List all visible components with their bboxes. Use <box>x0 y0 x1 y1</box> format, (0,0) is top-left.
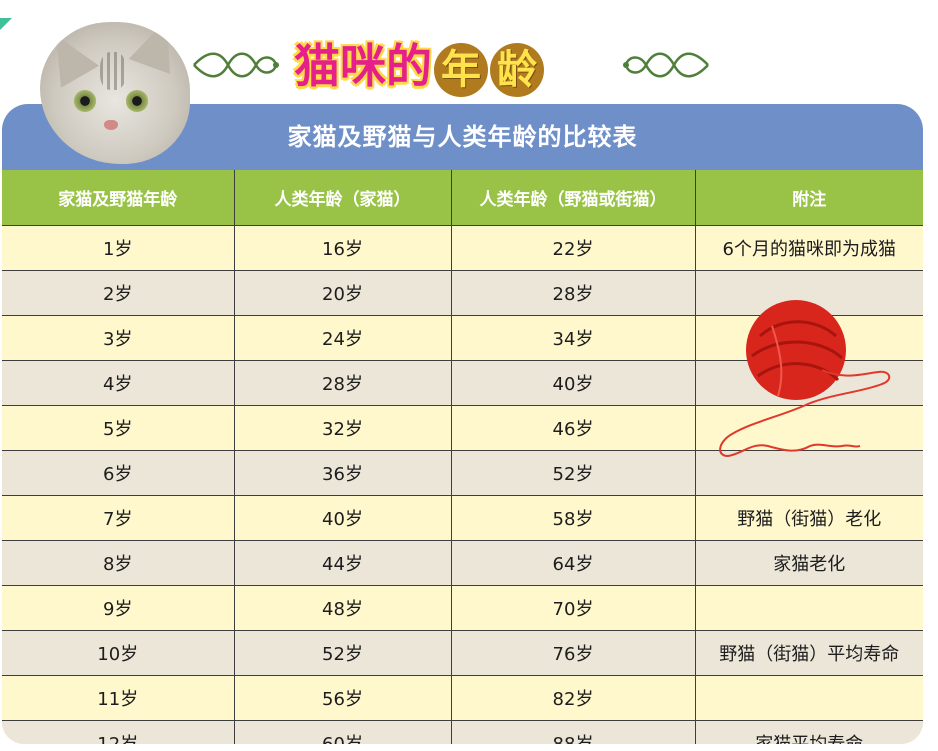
cell-human-age-stray: 64岁 <box>451 540 696 586</box>
age-comparison-table: 家猫及野猫年龄 人类年龄（家猫） 人类年龄（野猫或街猫） 附注 1岁 16岁 2… <box>2 170 923 744</box>
corner-leaf-decoration <box>0 18 12 30</box>
age-comparison-table-card: 家猫及野猫与人类年龄的比较表 家猫及野猫年龄 人类年龄（家猫） 人类年龄（野猫或… <box>2 104 923 744</box>
cell-note: 野猫（街猫）老化 <box>695 495 923 541</box>
cell-cat-age: 11岁 <box>2 675 235 721</box>
table-row: 4岁 28岁 40岁 <box>2 360 923 406</box>
cell-cat-age: 10岁 <box>2 630 235 676</box>
cell-cat-age: 9岁 <box>2 585 235 631</box>
table-row: 9岁 48岁 70岁 <box>2 585 923 631</box>
cell-human-age-stray: 70岁 <box>451 585 696 631</box>
ornament-flourish-icon <box>193 52 279 78</box>
cell-human-age-stray: 34岁 <box>451 315 696 361</box>
cell-note: 野猫（街猫）平均寿命 <box>695 630 923 676</box>
cell-cat-age: 8岁 <box>2 540 235 586</box>
title-prefix: 猫咪的 <box>294 39 432 93</box>
cell-human-age-house: 52岁 <box>234 630 452 676</box>
cat-forehead-stripes <box>100 52 126 90</box>
table-row: 5岁 32岁 46岁 <box>2 405 923 451</box>
cell-human-age-stray: 40岁 <box>451 360 696 406</box>
cell-cat-age: 3岁 <box>2 315 235 361</box>
column-header-human-age-house-cat: 人类年龄（家猫） <box>234 170 452 226</box>
cell-note <box>695 405 923 451</box>
cell-note <box>695 585 923 631</box>
cell-human-age-house: 56岁 <box>234 675 452 721</box>
cell-note: 家猫老化 <box>695 540 923 586</box>
table-row: 7岁 40岁 58岁 野猫（街猫）老化 <box>2 495 923 541</box>
cell-human-age-stray: 22岁 <box>451 225 696 271</box>
cell-cat-age: 5岁 <box>2 405 235 451</box>
cell-human-age-house: 60岁 <box>234 720 452 744</box>
cell-human-age-house: 36岁 <box>234 450 452 496</box>
table-row: 6岁 36岁 52岁 <box>2 450 923 496</box>
cell-cat-age: 7岁 <box>2 495 235 541</box>
table-row: 3岁 24岁 34岁 <box>2 315 923 361</box>
title-char-circle-1: 年 <box>434 42 488 97</box>
cell-note <box>695 360 923 406</box>
cell-cat-age: 2岁 <box>2 270 235 316</box>
cell-human-age-house: 48岁 <box>234 585 452 631</box>
cell-human-age-stray: 58岁 <box>451 495 696 541</box>
cat-nose <box>104 120 118 130</box>
cell-cat-age: 4岁 <box>2 360 235 406</box>
table-header-row: 家猫及野猫年龄 人类年龄（家猫） 人类年龄（野猫或街猫） 附注 <box>2 170 923 226</box>
cell-human-age-house: 16岁 <box>234 225 452 271</box>
cell-note: 家猫平均寿命 <box>695 720 923 744</box>
column-header-notes: 附注 <box>695 170 923 226</box>
title-char-circle-2: 龄 <box>490 42 544 97</box>
table-row: 2岁 20岁 28岁 <box>2 270 923 316</box>
cell-human-age-house: 32岁 <box>234 405 452 451</box>
cat-ear-right <box>128 22 188 75</box>
ornament-flourish-icon <box>623 52 709 78</box>
table-row: 1岁 16岁 22岁 6个月的猫咪即为成猫 <box>2 225 923 271</box>
cell-human-age-stray: 82岁 <box>451 675 696 721</box>
cat-ear-left <box>40 24 100 88</box>
page-title: 猫咪的年龄 <box>294 34 544 98</box>
table-row: 8岁 44岁 64岁 家猫老化 <box>2 540 923 586</box>
cell-human-age-stray: 52岁 <box>451 450 696 496</box>
cell-note <box>695 675 923 721</box>
cell-cat-age: 6岁 <box>2 450 235 496</box>
cell-human-age-stray: 88岁 <box>451 720 696 744</box>
cell-human-age-house: 40岁 <box>234 495 452 541</box>
cell-human-age-stray: 46岁 <box>451 405 696 451</box>
cell-human-age-stray: 28岁 <box>451 270 696 316</box>
cat-eye-right <box>126 90 148 112</box>
table-row: 12岁 60岁 88岁 家猫平均寿命 <box>2 720 923 744</box>
cell-human-age-house: 20岁 <box>234 270 452 316</box>
cell-note <box>695 270 923 316</box>
cell-human-age-stray: 76岁 <box>451 630 696 676</box>
cell-human-age-house: 44岁 <box>234 540 452 586</box>
table-row: 10岁 52岁 76岁 野猫（街猫）平均寿命 <box>2 630 923 676</box>
cell-human-age-house: 24岁 <box>234 315 452 361</box>
table-row: 11岁 56岁 82岁 <box>2 675 923 721</box>
cell-human-age-house: 28岁 <box>234 360 452 406</box>
cat-eye-left <box>74 90 96 112</box>
column-header-human-age-stray-cat: 人类年龄（野猫或街猫） <box>451 170 696 226</box>
cell-note: 6个月的猫咪即为成猫 <box>695 225 923 271</box>
cell-cat-age: 1岁 <box>2 225 235 271</box>
cat-photo <box>40 22 190 164</box>
cell-note <box>695 450 923 496</box>
cell-cat-age: 12岁 <box>2 720 235 744</box>
cell-note <box>695 315 923 361</box>
page-title-area: 猫咪的年龄 <box>190 34 730 98</box>
column-header-cat-age: 家猫及野猫年龄 <box>2 170 235 226</box>
